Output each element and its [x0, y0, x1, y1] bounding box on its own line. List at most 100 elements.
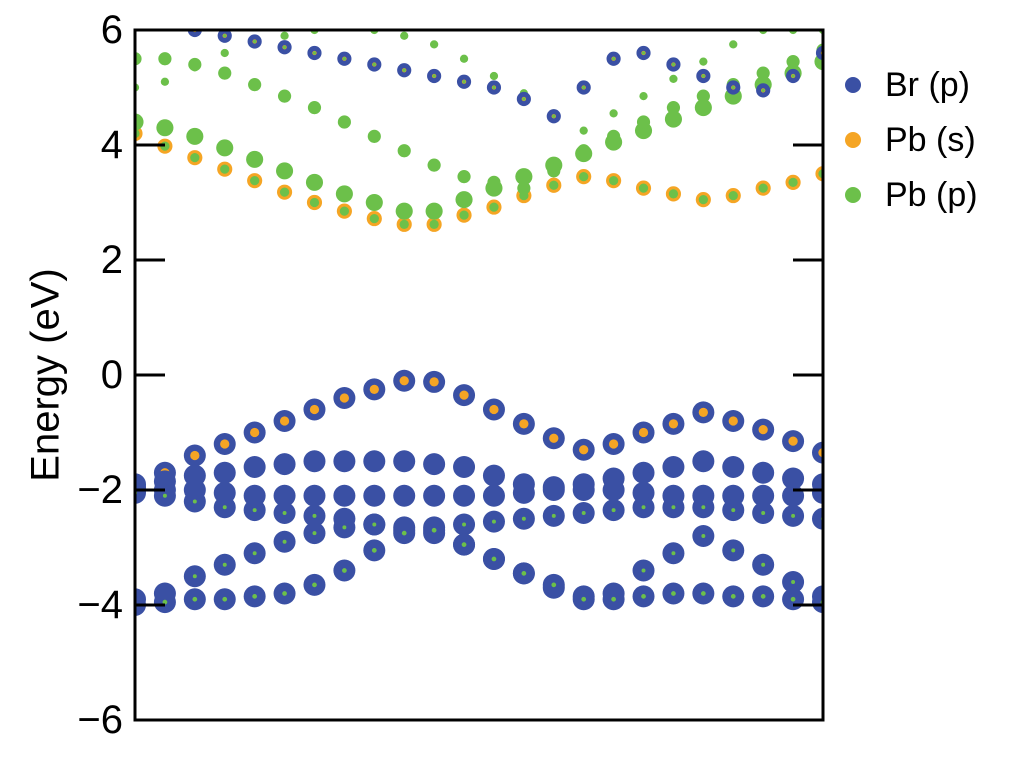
data-point-br-p [333, 450, 356, 473]
data-point-br-p [273, 453, 296, 476]
data-point-pb-p [551, 582, 557, 588]
data-point-br-p [812, 481, 823, 504]
data-point-pb-p [760, 593, 766, 599]
data-point-pb-p [133, 17, 136, 20]
legend-label: Pb (s) [885, 121, 976, 159]
data-point-pb-p [666, 101, 681, 115]
data-point-pb-p [696, 89, 710, 103]
data-point-br-p [662, 456, 685, 478]
data-point-pb-p [491, 556, 497, 562]
data-point-pb-p [701, 534, 706, 538]
data-point-pb-p [761, 511, 766, 515]
data-point-pb-p [694, 99, 712, 117]
data-point-pb-p [248, 78, 262, 92]
data-point-pb-p [365, 193, 383, 212]
data-point-pb-p [367, 129, 381, 143]
data-point-pb-s [190, 450, 200, 461]
data-point-pb-s [429, 377, 439, 387]
data-point-pb-p [664, 110, 682, 128]
data-point-pb-p [638, 183, 649, 193]
data-point-pb-p [641, 593, 646, 599]
data-point-pb-p [552, 114, 556, 118]
data-point-br-p [482, 464, 505, 487]
data-point-pb-p [372, 62, 376, 67]
data-point-pb-p [216, 139, 234, 157]
data-point-pb-p [701, 74, 706, 78]
data-point-br-p [812, 441, 823, 464]
data-point-pb-p [280, 31, 289, 40]
legend-label: Pb (p) [885, 176, 978, 214]
y-axis-ticks: 6 4 2 0 −2 −4 −6 [77, 8, 823, 742]
data-point-br-p [333, 484, 356, 507]
data-point-pb-p [671, 551, 676, 556]
data-point-pb-p [791, 580, 796, 584]
data-point-br-p [423, 484, 446, 507]
data-point-pb-p [162, 493, 167, 498]
data-point-pb-p [282, 539, 287, 544]
data-point-pb-p [731, 548, 736, 553]
data-point-pb-p [671, 62, 676, 67]
data-point-br-p [273, 484, 296, 507]
data-point-pb-p [432, 74, 436, 78]
data-point-pb-p [222, 505, 227, 510]
data-point-br-p [303, 450, 326, 473]
data-point-pb-s [728, 416, 738, 426]
legend: Br (p) Pb (s) Pb (p) [845, 66, 978, 214]
data-point-pb-s [133, 16, 137, 20]
data-point-pb-p [455, 191, 473, 209]
data-point-br-p [423, 453, 446, 476]
data-point-pb-p [277, 89, 292, 103]
data-point-pb-s [579, 445, 589, 455]
data-point-pb-p [252, 593, 258, 599]
data-point-pb-p [425, 202, 443, 220]
data-point-pb-p [335, 185, 353, 203]
data-point-pb-p [581, 596, 587, 602]
data-point-pb-p [671, 591, 676, 596]
data-point-pb-p [192, 499, 197, 504]
data-point-pb-p [279, 187, 290, 197]
data-point-br-p [393, 484, 416, 507]
data-point-pb-p [700, 591, 706, 596]
data-point-pb-p [521, 516, 526, 521]
data-point-pb-p [581, 511, 586, 515]
data-point-br-p [632, 461, 655, 484]
data-point-pb-p [222, 596, 228, 602]
y-tick-label: 2 [101, 238, 123, 282]
data-point-pb-p [401, 530, 407, 536]
data-point-br-p [812, 507, 823, 530]
data-point-pb-p [282, 45, 287, 49]
data-point-pb-p [399, 219, 409, 229]
data-point-pb-p [791, 513, 796, 518]
data-point-pb-p [190, 153, 200, 163]
data-point-pb-p [761, 562, 766, 567]
data-point-pb-p [158, 52, 172, 66]
data-point-pb-p [395, 202, 413, 220]
data-point-pb-s [668, 419, 679, 429]
data-point-pb-p [579, 171, 589, 182]
plot-points [133, 16, 823, 616]
legend-marker [845, 187, 861, 203]
data-point-pb-p [791, 74, 795, 78]
data-point-pb-p [489, 202, 499, 212]
data-point-pb-p [220, 164, 230, 174]
data-point-pb-p [427, 158, 441, 172]
data-point-pb-p [728, 190, 738, 201]
data-point-pb-p [611, 57, 616, 61]
data-point-pb-p [252, 39, 257, 44]
data-point-pb-p [192, 574, 197, 579]
data-point-pb-p [135, 52, 142, 66]
data-point-pb-p [222, 562, 227, 567]
data-point-pb-p [515, 168, 533, 186]
data-point-pb-p [369, 213, 379, 224]
data-point-pb-s [698, 407, 708, 418]
data-point-br-p [812, 591, 823, 614]
data-point-pb-p [492, 85, 496, 90]
data-point-br-p [187, 30, 202, 38]
data-point-br-p [602, 479, 625, 501]
data-point-br-p [363, 484, 386, 507]
data-point-pb-p [461, 542, 467, 548]
data-point-pb-p [186, 127, 204, 145]
data-point-pb-p [342, 57, 347, 61]
data-point-pb-p [250, 176, 260, 186]
data-point-pb-s [220, 439, 230, 449]
